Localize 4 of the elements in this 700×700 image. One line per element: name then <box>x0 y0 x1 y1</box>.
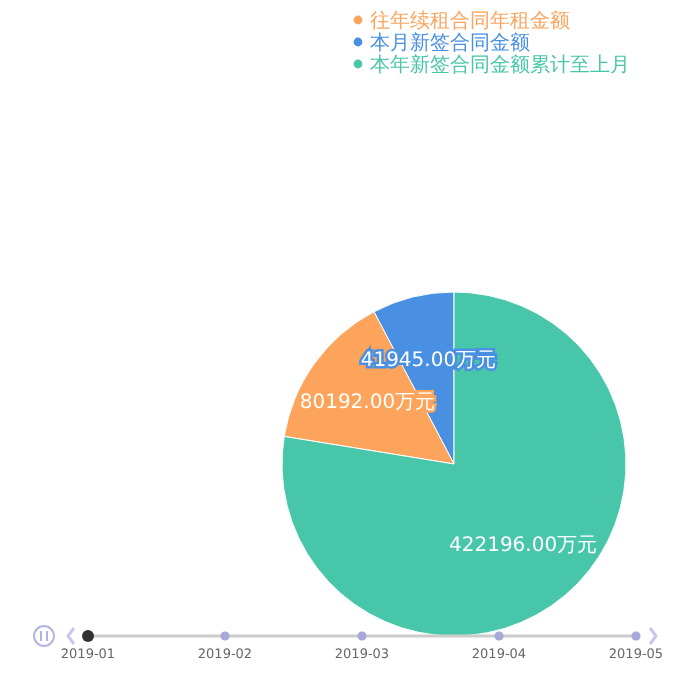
legend-label: 本年新签合同金额累计至上月 <box>370 53 630 77</box>
data-label: 422196.00万元 <box>449 535 598 558</box>
legend-label: 本月新签合同金额 <box>370 31 530 55</box>
legend-label: 往年续租合同年租金额 <box>370 9 570 33</box>
